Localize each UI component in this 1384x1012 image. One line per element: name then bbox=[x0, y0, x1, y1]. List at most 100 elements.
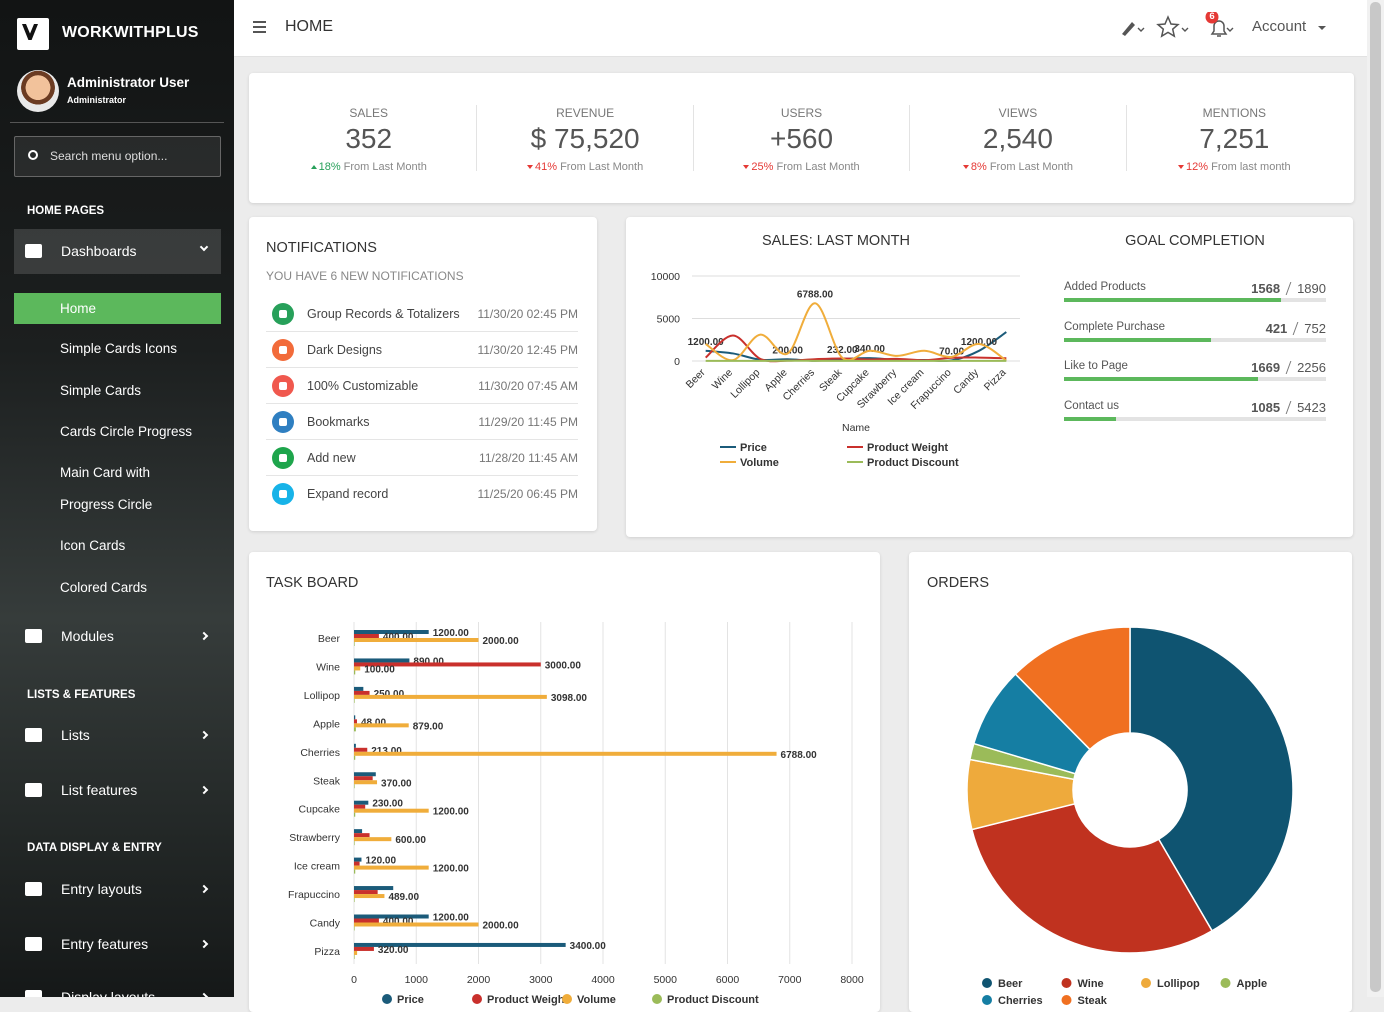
data-label: 370.00 bbox=[381, 778, 412, 789]
notification-icon bbox=[272, 483, 294, 505]
caret bbox=[1182, 28, 1188, 31]
bar bbox=[354, 947, 374, 951]
change-note: From Last Month bbox=[990, 161, 1073, 173]
icon-glyph bbox=[279, 310, 287, 318]
menu-icon bbox=[25, 728, 42, 742]
brush-icon[interactable] bbox=[1122, 22, 1135, 36]
submenu-item[interactable]: Main Card with Progress Circle bbox=[14, 457, 221, 521]
star-icon[interactable] bbox=[1158, 17, 1178, 36]
stat-change: 41% From Last Month bbox=[477, 161, 692, 173]
change-note: From Last Month bbox=[776, 161, 859, 173]
icon-glyph bbox=[279, 490, 287, 498]
menu-item[interactable]: Entry features bbox=[14, 922, 221, 967]
menu-item[interactable]: Modules bbox=[14, 614, 221, 659]
chevron bbox=[200, 243, 208, 251]
change-value: 41% bbox=[535, 161, 557, 173]
menu-item[interactable]: Lists bbox=[14, 713, 221, 758]
bar bbox=[354, 898, 355, 902]
stat-label: USERS bbox=[694, 106, 909, 120]
legend-swatch bbox=[652, 994, 662, 1004]
card-subtitle: YOU HAVE 6 NEW NOTIFICATIONS bbox=[266, 269, 464, 283]
notification-icon bbox=[272, 447, 294, 469]
chevron bbox=[200, 940, 208, 948]
y-tick-label: Wine bbox=[316, 661, 340, 673]
submenu-item[interactable]: Icon Cards bbox=[14, 530, 221, 562]
notification-text[interactable]: Bookmarks bbox=[307, 415, 370, 429]
y-tick-label: Ice cream bbox=[294, 861, 340, 873]
stat-value: 352 bbox=[261, 123, 476, 155]
notification-text[interactable]: Group Records & Totalizers bbox=[307, 307, 460, 321]
bar bbox=[354, 927, 355, 931]
divider bbox=[266, 331, 578, 332]
legend-swatch bbox=[1141, 978, 1151, 988]
legend-label: Price bbox=[740, 442, 767, 454]
sales-card: SALES: LAST MONTH GOAL COMPLETION Added … bbox=[626, 217, 1353, 537]
stat-value: +560 bbox=[694, 123, 909, 155]
icon-glyph bbox=[279, 346, 287, 354]
notification-text[interactable]: 100% Customizable bbox=[307, 379, 418, 393]
bar bbox=[354, 642, 355, 646]
logo-mark bbox=[22, 24, 38, 40]
notification-text[interactable]: Expand record bbox=[307, 487, 388, 501]
scrollbar[interactable] bbox=[1367, 0, 1384, 997]
menu-item[interactable]: List features bbox=[14, 768, 221, 813]
menu-item[interactable]: Display layouts bbox=[14, 975, 221, 997]
menu-label: Entry features bbox=[61, 936, 148, 952]
submenu-item[interactable]: Simple Cards bbox=[14, 375, 221, 407]
x-tick-label: 1000 bbox=[405, 974, 429, 986]
divider bbox=[266, 403, 578, 404]
menu-item-active[interactable]: Home bbox=[14, 293, 221, 324]
bar bbox=[354, 919, 379, 923]
notification-text[interactable]: Add new bbox=[307, 451, 356, 465]
menu-toggle[interactable] bbox=[253, 21, 266, 23]
y-tick-label: 5000 bbox=[657, 314, 681, 326]
data-label: 879.00 bbox=[413, 721, 444, 732]
menu-label: Dashboards bbox=[61, 243, 137, 259]
submenu-item[interactable]: Simple Cards Icons bbox=[14, 333, 221, 365]
legend-swatch bbox=[1062, 978, 1072, 988]
bar bbox=[354, 841, 355, 845]
data-label: 1200.00 bbox=[433, 913, 470, 924]
sidebar-section-title: DATA DISPLAY & ENTRY bbox=[27, 840, 162, 856]
search-box[interactable]: Search menu option... bbox=[14, 136, 221, 177]
notification-text[interactable]: Dark Designs bbox=[307, 343, 382, 357]
legend-label: Beer bbox=[998, 978, 1023, 990]
bell-icon[interactable] bbox=[1212, 21, 1226, 36]
menu-label: Display layouts bbox=[61, 989, 155, 997]
stat-label: MENTIONS bbox=[1127, 106, 1342, 120]
x-tick-label: 0 bbox=[351, 974, 357, 986]
scroll-thumb[interactable] bbox=[1370, 2, 1381, 992]
legend-label: Volume bbox=[577, 994, 616, 1006]
data-label: 600.00 bbox=[395, 835, 426, 846]
bar bbox=[354, 691, 370, 695]
stat-change: 25% From Last Month bbox=[694, 161, 909, 173]
trend-arrow bbox=[743, 165, 749, 169]
y-tick-label: Cupcake bbox=[299, 804, 341, 816]
y-tick-label: Cherries bbox=[300, 747, 340, 759]
y-tick-label: 0 bbox=[674, 356, 680, 368]
badge-count: 6 bbox=[1206, 11, 1218, 22]
menu-item[interactable]: Dashboards bbox=[14, 229, 221, 274]
menu-label: Lists bbox=[61, 727, 90, 743]
page-title: HOME bbox=[285, 18, 333, 36]
submenu-item[interactable]: Cards Circle Progress bbox=[14, 416, 221, 448]
bar bbox=[354, 772, 376, 776]
divider bbox=[10, 122, 224, 123]
x-tick-label: Candy bbox=[951, 366, 981, 396]
data-label: 100.00 bbox=[364, 664, 395, 675]
submenu-item[interactable]: Colored Cards bbox=[14, 572, 221, 604]
notification-date: 11/28/20 11:45 AM bbox=[479, 451, 578, 465]
bar bbox=[354, 752, 777, 756]
avatar bbox=[17, 70, 59, 112]
menu-item[interactable]: Entry layouts bbox=[14, 867, 221, 912]
y-tick-label: Steak bbox=[313, 775, 341, 787]
x-tick-label: 6000 bbox=[716, 974, 740, 986]
legend-swatch bbox=[1221, 978, 1231, 988]
account-menu[interactable]: Account bbox=[1252, 18, 1306, 35]
bar bbox=[354, 780, 377, 784]
bar bbox=[354, 894, 384, 898]
